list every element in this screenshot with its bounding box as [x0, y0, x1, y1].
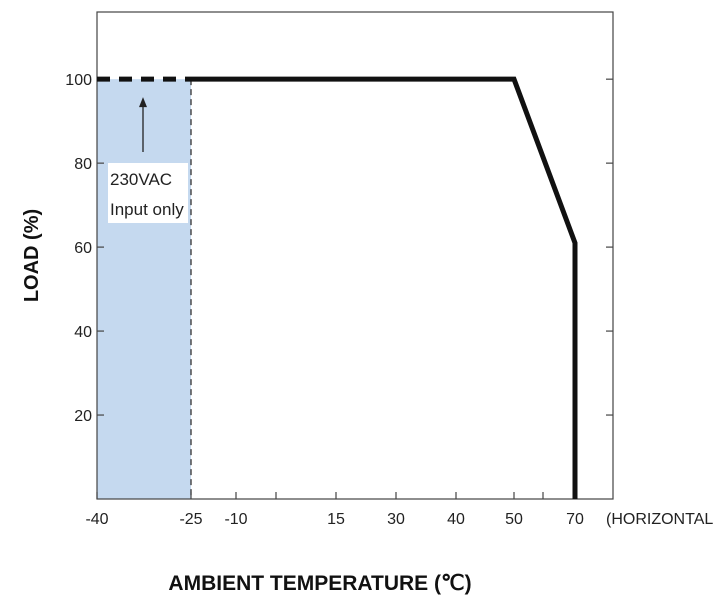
- x-tick-label: 15: [327, 511, 345, 528]
- y-tick-label: 100: [65, 72, 92, 89]
- y-tick-label: 60: [74, 240, 92, 257]
- x-axis-orientation-label: (HORIZONTAL): [606, 511, 713, 528]
- x-axis-title: AMBIENT TEMPERATURE (℃): [168, 572, 471, 595]
- y-axis-title: LOAD (%): [21, 209, 43, 302]
- y-tick-label: 40: [74, 324, 92, 341]
- annotation-line-2: Input only: [110, 200, 184, 219]
- x-tick-label: 70: [566, 511, 584, 528]
- series-line-solid: [191, 76, 578, 499]
- x-tick-label: 50: [505, 511, 523, 528]
- y-tick-label: 20: [74, 408, 92, 425]
- x-axis-ticks: -40 -25 -10 15 30 40 50 70: [85, 492, 584, 528]
- series-group: [97, 76, 578, 499]
- x-tick-label: -10: [224, 511, 247, 528]
- annotation-arrow-head: [139, 97, 147, 108]
- x-tick-label: -25: [179, 511, 202, 528]
- y-axis-ticks: 20 40 60 80 100: [65, 72, 613, 425]
- annotation-background: [108, 163, 188, 223]
- input-230vac-shaded-region: [97, 79, 191, 499]
- x-tick-label: 40: [447, 511, 465, 528]
- x-tick-label: 30: [387, 511, 405, 528]
- x-tick-label: -40: [85, 511, 108, 528]
- annotation-line-1: 230VAC: [110, 170, 172, 189]
- plot-frame: [96, 11, 614, 500]
- y-tick-label: 80: [74, 156, 92, 173]
